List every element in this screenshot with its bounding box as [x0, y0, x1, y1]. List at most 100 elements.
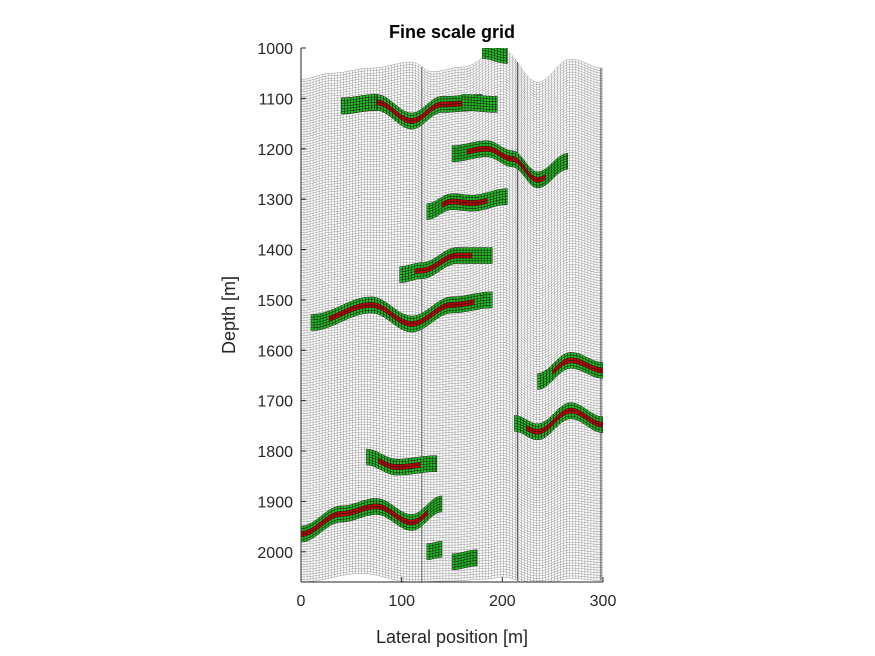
well-cell — [505, 191, 508, 195]
perforated-cell — [410, 117, 414, 122]
perforated-cell — [536, 179, 540, 183]
well-cell — [341, 105, 345, 109]
well-cell — [371, 96, 375, 101]
well-cell — [443, 106, 448, 111]
well-cell — [450, 196, 455, 200]
perforated-cell — [468, 255, 473, 259]
well-cell — [489, 304, 493, 309]
well-cell — [483, 260, 488, 264]
y-tick-label: 1500 — [257, 293, 293, 310]
well-cell — [597, 374, 602, 379]
well-cell — [456, 247, 461, 251]
well-cell — [367, 512, 371, 516]
perforated-cell — [368, 301, 372, 306]
well-cell — [485, 98, 490, 102]
perforated-cell — [568, 407, 573, 412]
well-cell — [429, 555, 434, 560]
well-cell — [573, 365, 578, 370]
well-cell — [435, 455, 438, 459]
well-cell — [480, 257, 485, 262]
well-cell — [467, 307, 472, 312]
chart-title: Fine scale grid — [389, 22, 515, 42]
y-tick-label: 1400 — [257, 243, 293, 260]
y-tick-label: 1300 — [257, 192, 293, 209]
perforated-cell — [443, 101, 448, 105]
perforated-cell — [420, 267, 425, 271]
well-cell — [482, 43, 485, 46]
well-cell — [454, 158, 459, 162]
well-cell — [476, 108, 481, 112]
well-cell — [440, 109, 445, 113]
perforated-cell — [440, 101, 445, 105]
well-cell — [453, 193, 458, 197]
well-cell — [462, 260, 467, 264]
well-cell — [374, 310, 378, 315]
perforated-cell — [568, 410, 573, 414]
well-cell — [446, 98, 451, 102]
well-cell — [489, 299, 493, 303]
well-cell — [435, 463, 438, 467]
well-cell — [452, 106, 457, 110]
well-cell — [480, 247, 485, 251]
well-cell — [432, 555, 437, 560]
well-cell — [446, 109, 451, 113]
well-cell — [489, 98, 493, 102]
perforated-cell — [409, 522, 413, 526]
well-cell — [343, 518, 347, 523]
well-cell — [396, 472, 400, 476]
well-cell — [452, 98, 457, 102]
well-cell — [481, 52, 486, 57]
well-cell — [399, 274, 403, 278]
well-cell — [483, 255, 488, 259]
perforated-cell — [440, 104, 445, 108]
well-cell — [485, 305, 490, 309]
well-cell — [461, 308, 466, 313]
well-cell — [310, 316, 315, 321]
well-cell — [410, 125, 414, 130]
well-cell — [462, 247, 467, 251]
well-cell — [432, 468, 437, 472]
well-cell — [490, 260, 493, 264]
well-cell — [468, 249, 473, 254]
well-cell — [410, 318, 414, 322]
well-cell — [469, 563, 474, 567]
well-cell — [469, 155, 474, 160]
well-cell — [570, 365, 575, 369]
perforated-cell — [410, 321, 414, 325]
well-cell — [485, 103, 490, 108]
well-cell — [567, 365, 572, 370]
well-cell — [477, 207, 482, 212]
well-cell — [483, 249, 488, 254]
well-cell — [506, 55, 508, 59]
well-cell — [451, 145, 456, 149]
well-cell — [566, 153, 569, 157]
perforated-cell — [462, 255, 467, 259]
well-cell — [568, 413, 573, 417]
well-cell — [601, 427, 603, 431]
well-cell — [535, 434, 539, 438]
well-cell — [377, 107, 381, 112]
well-cell — [489, 302, 493, 306]
well-cell — [356, 109, 360, 113]
perforated-cell — [373, 506, 377, 510]
well-cell — [566, 166, 569, 170]
well-cell — [505, 199, 508, 203]
well-cell — [462, 257, 467, 262]
well-cell — [341, 110, 345, 115]
well-cell — [472, 562, 477, 567]
well-cell — [468, 205, 473, 209]
well-cell — [461, 94, 466, 98]
perforated-cell — [465, 255, 470, 259]
well-cell — [341, 100, 345, 104]
perforated-cell — [452, 301, 457, 306]
well-cell — [450, 193, 455, 197]
well-cell — [452, 309, 457, 314]
well-cell — [474, 247, 479, 251]
well-cell — [412, 526, 417, 531]
well-cell — [450, 260, 455, 265]
well-cell — [473, 108, 478, 112]
well-cell — [477, 255, 482, 259]
well-cell — [464, 94, 469, 98]
x-axis-label: Lateral position [m] — [376, 627, 528, 647]
well-cell — [322, 324, 327, 330]
